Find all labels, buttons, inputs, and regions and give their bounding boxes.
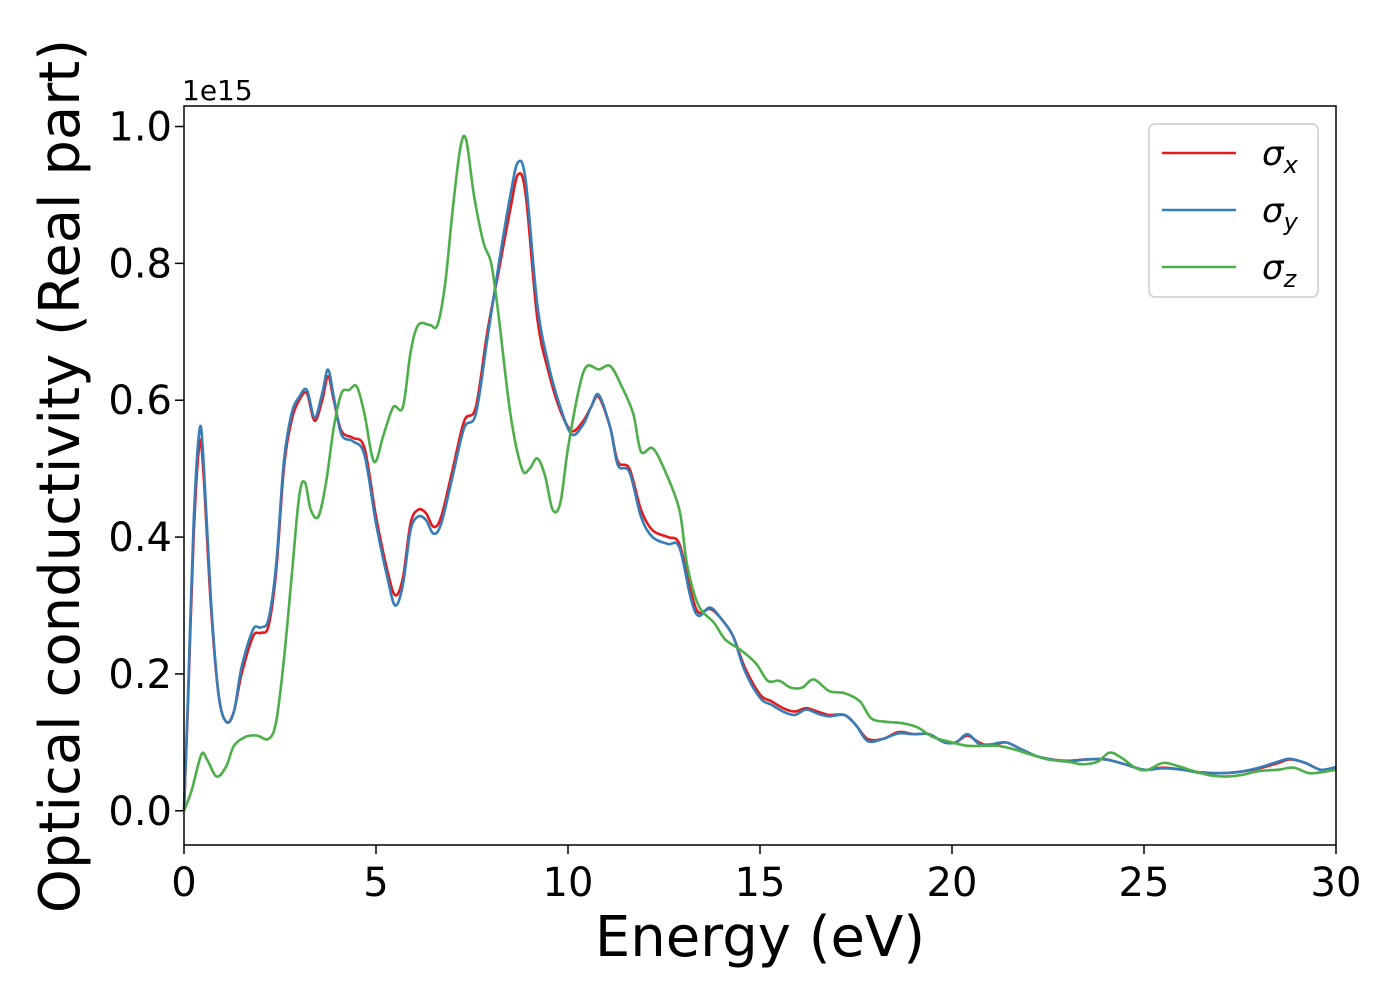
y-axis-label: Optical conductivity (Real part) [28, 39, 93, 913]
series-line-z [182, 134, 1337, 812]
y-tick-label: 0.6 [108, 378, 172, 424]
x-axis: 0 5 10 15 20 25 30 [171, 845, 1361, 906]
x-tick-label: 30 [1311, 860, 1362, 906]
y-tick-label: 0.4 [108, 515, 172, 561]
y-tick-label: 0.2 [108, 652, 172, 698]
x-tick-label: 0 [171, 860, 196, 906]
x-tick-label: 10 [543, 860, 594, 906]
x-tick-label: 20 [927, 860, 978, 906]
y-tick-label: 0.0 [108, 789, 172, 835]
y-tick-label: 1.0 [108, 105, 172, 151]
plot-area [182, 134, 1337, 812]
x-tick-label: 25 [1119, 860, 1170, 906]
x-tick-label: 5 [363, 860, 388, 906]
x-axis-label: Energy (eV) [595, 905, 925, 970]
y-axis: 0.0 0.2 0.4 0.6 0.8 1.0 [108, 105, 184, 835]
y-tick-label: 0.8 [108, 241, 172, 287]
y-axis-offset-label: 1e15 [182, 74, 253, 107]
x-tick-label: 15 [735, 860, 786, 906]
